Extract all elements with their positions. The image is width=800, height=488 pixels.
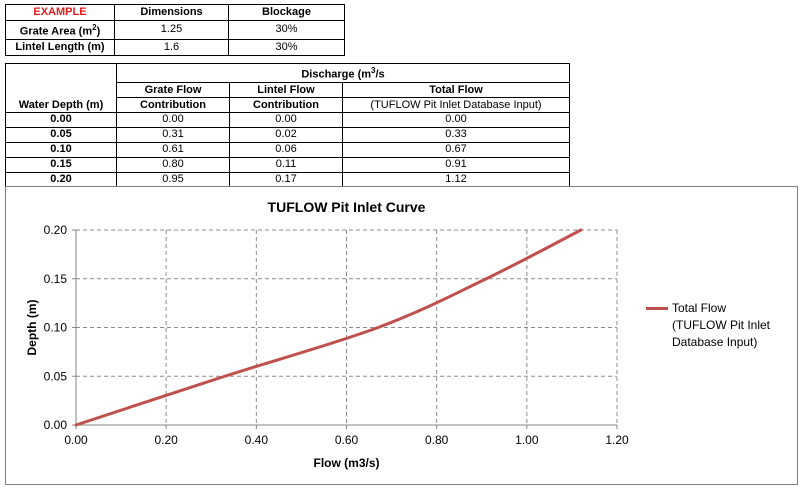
total-cell: 0.00 <box>342 111 570 128</box>
y-tick-label: 0.15 <box>44 272 68 286</box>
y-tick-label: 0.20 <box>44 223 68 237</box>
grate-cell: 0.61 <box>116 141 230 158</box>
row-label: Grate Area (m2) <box>5 20 115 40</box>
lintel-cell: 0.17 <box>229 171 343 188</box>
pit-inlet-chart: 0.00 0.20 0.40 0.60 0.80 1.00 1.20 0.00 0.05 0.10… <box>25 199 629 470</box>
x-axis-label: Flow (m3/s) <box>313 456 379 470</box>
x-tick-label: 0.60 <box>335 433 359 447</box>
depth-cell: 0.20 <box>5 171 117 188</box>
y-axis-label: Depth (m) <box>25 300 39 356</box>
table-row: 0.10 0.61 0.06 0.67 <box>5 141 570 158</box>
lintel-flow-header: Lintel Flow <box>229 81 343 98</box>
table-row: 0.05 0.31 0.02 0.33 <box>5 126 570 143</box>
table-row: 0.00 0.00 0.00 0.00 <box>5 111 570 128</box>
discharge-header: Discharge (m3/s <box>116 63 570 83</box>
total-cell: 0.67 <box>342 141 570 158</box>
grate-cell: 0.80 <box>116 156 230 173</box>
depth-cell: 0.15 <box>5 156 117 173</box>
y-tick-label: 0.10 <box>44 321 68 335</box>
legend-line: Database Input) <box>672 335 758 349</box>
y-tick-label: 0.00 <box>44 418 68 432</box>
table-row: Grate Area (m2) 1.25 30% <box>5 20 345 40</box>
legend-swatch <box>646 307 668 310</box>
row-label: Lintel Length (m) <box>5 38 115 56</box>
total-flow-header: Total Flow <box>342 81 570 98</box>
legend-line: Total Flow <box>672 301 727 315</box>
discharge-table: Water Depth (m) Discharge (m3/s Grate Fl… <box>5 63 570 188</box>
dimensions-header: Dimensions <box>114 4 229 21</box>
x-tick-label: 1.20 <box>605 433 629 447</box>
blockage-cell: 30% <box>228 20 345 40</box>
grate-flow-header: Grate Flow <box>116 81 230 98</box>
water-depth-header: Water Depth (m) <box>5 63 117 113</box>
grate-cell: 0.95 <box>116 171 230 188</box>
x-tick-label: 0.80 <box>425 433 449 447</box>
grate-cell: 0.00 <box>116 111 230 128</box>
blockage-header: Blockage <box>228 4 345 21</box>
lintel-cell: 0.02 <box>229 126 343 143</box>
grate-cell: 0.31 <box>116 126 230 143</box>
total-cell: 1.12 <box>342 171 570 188</box>
lintel-cell: 0.00 <box>229 111 343 128</box>
grate-flow-subheader: Contribution <box>116 96 230 113</box>
total-flow-subheader: (TUFLOW Pit Inlet Database Input) <box>342 96 570 113</box>
table-row: 0.15 0.80 0.11 0.91 <box>5 156 570 173</box>
dimensions-cell: 1.6 <box>114 38 229 56</box>
depth-cell: 0.10 <box>5 141 117 158</box>
depth-cell: 0.00 <box>5 111 117 128</box>
parameters-table: EXAMPLE Dimensions Blockage Grate Area (… <box>5 4 345 56</box>
total-cell: 0.91 <box>342 156 570 173</box>
x-tick-label: 0.00 <box>64 433 88 447</box>
legend-label: Total Flow (TUFLOW Pit Inlet Database In… <box>672 300 786 351</box>
chart-title: TUFLOW Pit Inlet Curve <box>268 199 426 215</box>
x-tick-label: 0.20 <box>154 433 178 447</box>
dimensions-cell: 1.25 <box>114 20 229 40</box>
x-tick-label: 0.40 <box>245 433 269 447</box>
lintel-flow-subheader: Contribution <box>229 96 343 113</box>
example-label: EXAMPLE <box>5 4 115 21</box>
y-tick-label: 0.05 <box>44 369 68 383</box>
total-cell: 0.33 <box>342 126 570 143</box>
table-row: Lintel Length (m) 1.6 30% <box>5 38 345 56</box>
depth-cell: 0.05 <box>5 126 117 143</box>
series-line <box>74 228 583 427</box>
lintel-cell: 0.11 <box>229 156 343 173</box>
x-tick-label: 1.00 <box>515 433 539 447</box>
lintel-cell: 0.06 <box>229 141 343 158</box>
legend-line: (TUFLOW Pit Inlet <box>672 318 771 332</box>
table-row: 0.20 0.95 0.17 1.12 <box>5 171 570 188</box>
blockage-cell: 30% <box>228 38 345 56</box>
chart-area: 0.00 0.20 0.40 0.60 0.80 1.00 1.20 0.00 0.05 0.10… <box>5 186 798 485</box>
